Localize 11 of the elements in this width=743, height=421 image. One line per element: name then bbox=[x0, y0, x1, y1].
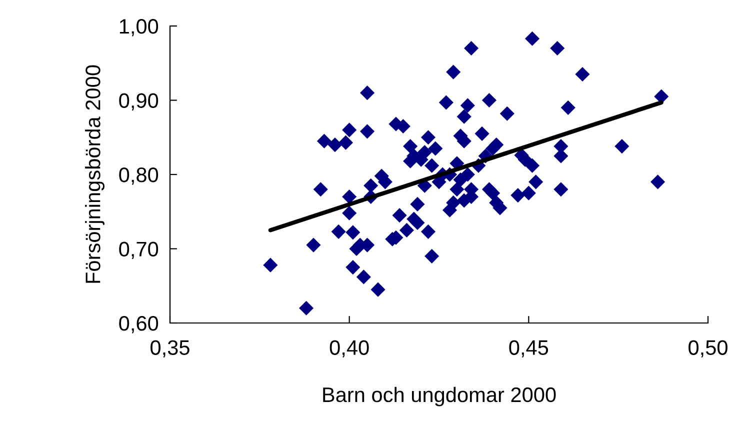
y-tick-label: 0,80 bbox=[119, 168, 158, 185]
x-tick-label: 0,40 bbox=[330, 340, 369, 358]
y-tick-label: 0,90 bbox=[119, 93, 158, 110]
y-tick-label: 0,70 bbox=[119, 242, 158, 259]
x-tick-label: 0,45 bbox=[509, 340, 548, 358]
x-tick-label: 0,35 bbox=[150, 340, 190, 358]
y-axis-title: Försörjningsbörda 2000 bbox=[85, 65, 104, 283]
y-tick-label: 0,60 bbox=[119, 316, 158, 334]
x-tick-label: 0,50 bbox=[688, 340, 728, 358]
y-tick-label: 1,00 bbox=[120, 19, 158, 36]
x-axis-title: Barn och ungdomar 2000 bbox=[323, 386, 556, 406]
